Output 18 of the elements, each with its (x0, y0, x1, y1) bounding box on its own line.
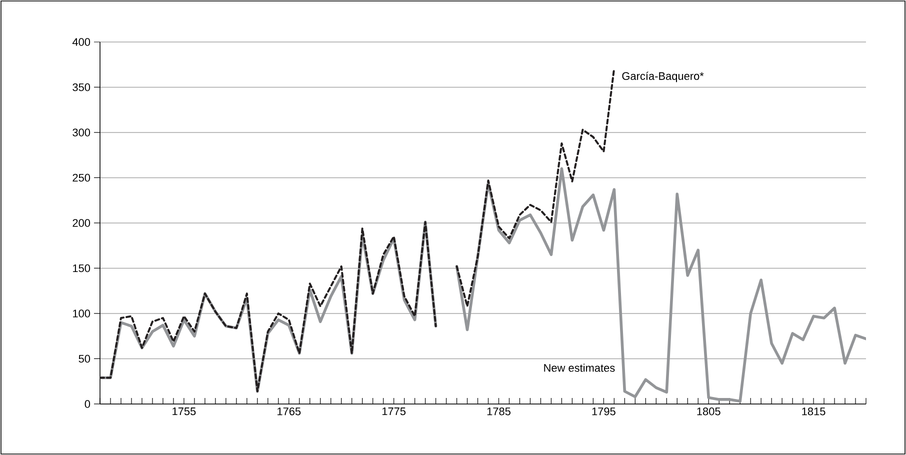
y-tick-label: 150 (73, 264, 90, 272)
y-tick-label: 350 (72, 83, 90, 92)
y-tick-label: 0 (84, 400, 90, 408)
series-label: New estimates (544, 364, 615, 372)
x-tick-label: 1765 (278, 408, 301, 416)
x-tick-label: 1815 (802, 408, 826, 416)
x-tick-label: 1775 (382, 408, 406, 416)
y-tick-label: 100 (73, 310, 90, 318)
y-tick-label: 250 (72, 174, 90, 182)
series-label: García-Baquero* (622, 72, 704, 82)
y-tick-label: 50 (78, 354, 90, 363)
x-tick-label: 1795 (592, 408, 616, 416)
y-tick-label: 400 (72, 38, 90, 46)
x-tick-label: 1785 (487, 408, 510, 416)
x-tick-label: 1805 (697, 408, 720, 416)
x-tick-label: 1755 (172, 408, 196, 416)
y-tick-label: 200 (72, 219, 90, 227)
y-tick-label: 300 (72, 128, 90, 136)
